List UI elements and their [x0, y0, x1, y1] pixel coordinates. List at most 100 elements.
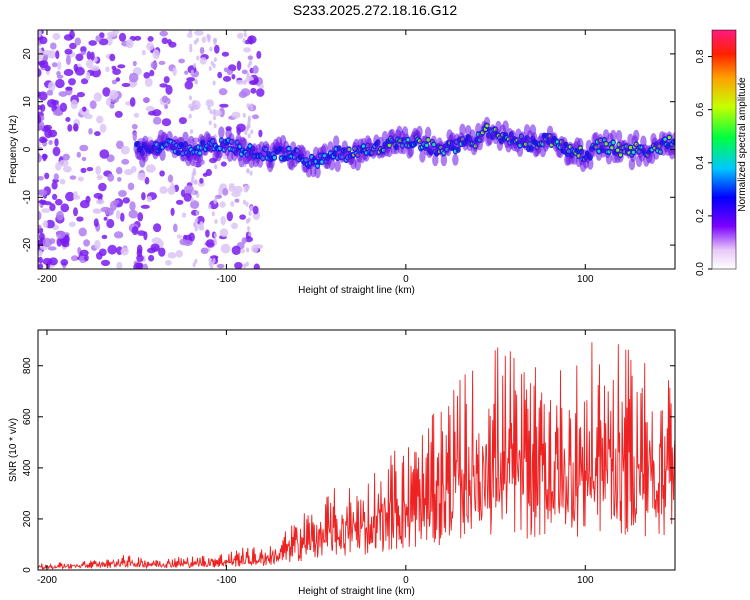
noise-blob — [111, 79, 117, 85]
noise-blob — [208, 204, 212, 210]
noise-blob — [59, 178, 66, 185]
noise-blob — [220, 161, 227, 167]
noise-blob — [246, 185, 250, 190]
noise-blob — [76, 151, 82, 158]
noise-blob — [243, 32, 247, 38]
ridge-peak — [555, 140, 559, 144]
y-tick-label: 200 — [22, 510, 33, 527]
noise-blob — [252, 114, 259, 120]
noise-blob — [116, 261, 123, 269]
snr-panel: -200 -100 0 100 0 200 400 600 800 Height of strai… — [8, 329, 676, 597]
ridge-peak — [320, 160, 324, 164]
noise-blob — [44, 172, 50, 180]
noise-blob — [69, 175, 77, 180]
noise-blob — [38, 91, 48, 101]
noise-blob — [107, 173, 115, 182]
ridge-halo — [459, 123, 466, 136]
noise-blob — [209, 46, 213, 52]
noise-blob — [48, 246, 57, 251]
noise-blob — [38, 30, 42, 38]
noise-blob — [191, 175, 195, 181]
noise-blob — [220, 216, 226, 226]
noise-blob — [218, 186, 223, 197]
noise-blob — [189, 106, 193, 112]
noise-blob — [38, 115, 42, 124]
noise-blob — [93, 208, 100, 214]
noise-blob — [80, 78, 89, 85]
noise-blob — [118, 32, 127, 42]
ridge-peak — [432, 143, 436, 147]
noise-blob — [137, 230, 146, 236]
noise-blob — [51, 62, 58, 68]
noise-blob — [210, 264, 214, 269]
noise-blob — [56, 230, 66, 239]
noise-blob — [76, 91, 85, 98]
noise-blob — [143, 72, 151, 79]
ridge-peak — [387, 143, 391, 147]
noise-blob — [205, 229, 210, 238]
noise-blob — [101, 234, 108, 240]
noise-blob — [86, 167, 94, 172]
noise-blob — [38, 154, 42, 163]
noise-blob — [45, 219, 55, 229]
noise-blob — [220, 243, 231, 254]
noise-blob — [207, 37, 211, 43]
noise-blob — [107, 244, 117, 255]
noise-blob — [42, 237, 52, 248]
x-tick-label: -200 — [37, 575, 57, 586]
ridge-halo — [440, 154, 448, 167]
noise-blob — [38, 224, 42, 230]
noise-blob — [191, 190, 195, 196]
noise-blob — [165, 260, 172, 266]
noise-blob — [259, 84, 264, 89]
noise-blob — [175, 199, 184, 205]
noise-blob — [120, 247, 129, 256]
noise-blob — [242, 199, 247, 205]
x-tick-label: -100 — [216, 274, 236, 285]
noise-blob — [192, 100, 196, 106]
noise-blob — [146, 195, 152, 203]
noise-blob — [142, 97, 151, 103]
ridge-halo — [502, 120, 509, 133]
noise-blob — [218, 88, 228, 96]
noise-blob — [52, 109, 63, 116]
noise-blob — [121, 158, 130, 165]
noise-blob — [115, 77, 121, 82]
noise-blob — [63, 165, 72, 173]
noise-blob — [96, 175, 103, 180]
noise-blob — [133, 112, 140, 118]
noise-blob — [103, 216, 108, 221]
noise-blob — [243, 79, 247, 85]
noise-blob — [42, 50, 52, 55]
noise-blob — [159, 170, 165, 177]
noise-blob — [56, 71, 61, 76]
noise-blob — [184, 184, 194, 194]
snr-frame — [37, 329, 676, 571]
noise-blob — [80, 46, 87, 53]
noise-blob — [193, 63, 197, 68]
noise-blob — [41, 208, 51, 213]
noise-blob — [52, 146, 61, 157]
noise-blob — [145, 105, 155, 112]
y-tick-label: 20 — [22, 48, 33, 60]
noise-blob — [212, 115, 217, 121]
noise-blob — [159, 186, 168, 194]
noise-blob — [241, 69, 248, 75]
noise-blob — [113, 231, 124, 239]
ridge-halo — [615, 130, 623, 142]
noise-blob — [153, 223, 162, 233]
noise-blob — [194, 79, 198, 85]
noise-blob — [65, 191, 75, 202]
noise-blob — [40, 137, 48, 143]
noise-blob — [213, 57, 217, 63]
ridge-halo — [452, 153, 459, 166]
noise-blob — [141, 49, 146, 56]
noise-blob — [184, 80, 194, 90]
noise-blob — [152, 49, 160, 60]
noise-blob — [214, 164, 218, 170]
noise-blob — [44, 128, 53, 139]
noise-blob — [109, 53, 116, 62]
noise-blob — [172, 67, 177, 76]
ridge-halo — [218, 126, 225, 139]
noise-blob — [65, 117, 71, 122]
